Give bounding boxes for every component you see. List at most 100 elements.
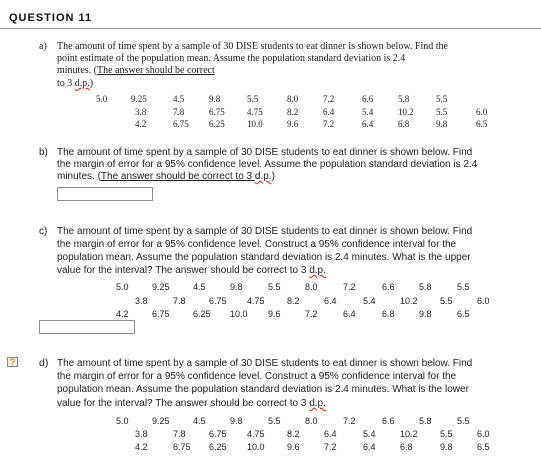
question-header: QUESTION 11 — [9, 12, 93, 24]
part-b-answer-input[interactable] — [57, 187, 153, 201]
part-d-line-1: The amount of time spent by a sample of … — [57, 358, 473, 369]
a-r1-c1: 5.0 — [96, 94, 108, 104]
c-r2-c10: 6.0 — [477, 296, 490, 306]
a-r2-c6: 6.4 — [323, 107, 335, 117]
part-c-answer-input[interactable] — [39, 320, 135, 334]
a-r3-c8: 6.8 — [398, 119, 410, 129]
part-c-line-2: the margin of error for a 95% confidence… — [57, 239, 457, 250]
d-r1-c5: 5.5 — [268, 416, 281, 426]
a-r2-c1: 3.8 — [135, 107, 147, 117]
a-r1-c4: 9.8 — [209, 94, 221, 104]
part-b-line-3: minutes. (The answer should be correct t… — [57, 171, 275, 182]
part-c-label: c) — [39, 226, 48, 237]
d-r1-c2: 9.25 — [152, 416, 170, 426]
a-r2-c7: 5.4 — [362, 107, 374, 117]
part-b-line-1: The amount of time spent by a sample of … — [57, 147, 473, 158]
c-r1-c5: 5.5 — [268, 282, 281, 292]
a-r1-c10: 5.5 — [436, 94, 448, 104]
d-r1-c10: 5.5 — [457, 416, 470, 426]
d-r1-c9: 5.8 — [419, 416, 432, 426]
d-r1-c4: 9.8 — [230, 416, 243, 426]
d-r1-c8: 6.6 — [382, 416, 395, 426]
c-r3-c3: 6.25 — [193, 309, 211, 319]
c-r2-c3: 6.75 — [209, 296, 227, 306]
d-r2-c9: 5.5 — [440, 429, 453, 439]
c-r3-c10: 6.5 — [457, 309, 470, 319]
c-r1-c10: 5.5 — [457, 282, 470, 292]
d-r1-c6: 8.0 — [305, 416, 318, 426]
a-r2-c5: 8.2 — [287, 107, 299, 117]
d-r3-c3: 6.25 — [209, 442, 227, 452]
part-d-label: d) — [39, 357, 49, 369]
c-r1-c9: 5.8 — [419, 282, 432, 292]
c-r1-c8: 6.6 — [382, 282, 395, 292]
part-a-line-2: point estimate of the population mean. A… — [57, 53, 406, 64]
a-r3-c1: 4.2 — [135, 119, 147, 129]
a-r2-c9: 5.5 — [436, 107, 448, 117]
d-r3-c9: 9.8 — [440, 442, 453, 452]
a-r1-c8: 6.6 — [362, 94, 374, 104]
d-r1-c1: 5.0 — [116, 416, 129, 426]
part-a-line-1: The amount of time spent by a sample of … — [57, 41, 448, 52]
part-b-label: b) — [39, 147, 48, 158]
part-c-line-4: value for the interval? The answer shoul… — [57, 265, 326, 276]
header-divider — [0, 28, 541, 29]
a-r3-c4: 10.0 — [247, 119, 263, 129]
d-r2-c5: 8.2 — [287, 429, 300, 439]
c-r3-c4: 10.0 — [230, 309, 248, 319]
question-mark-bubble-icon — [7, 357, 18, 367]
c-r2-c4: 4.75 — [247, 296, 265, 306]
part-c-line-3: population mean. Assume the population s… — [57, 252, 471, 263]
c-r2-c9: 5.5 — [440, 296, 453, 306]
part-a-line-4: to 3 d.p.) — [57, 78, 94, 89]
d-r3-c1: 4.2 — [135, 442, 148, 452]
part-d-line-2: the margin of error for a 95% confidence… — [57, 371, 457, 382]
a-r3-c5: 9.6 — [287, 119, 299, 129]
c-r2-c1: 3.8 — [135, 296, 148, 306]
c-r1-c6: 8.0 — [305, 282, 318, 292]
d-r3-c6: 7.2 — [324, 442, 337, 452]
c-r2-c8: 10.2 — [400, 296, 418, 306]
c-r1-c4: 9.8 — [230, 282, 243, 292]
d-r2-c2: 7.8 — [173, 429, 186, 439]
part-d-line-4: value for the interval? The answer shoul… — [57, 398, 326, 409]
a-r3-c6: 7.2 — [323, 119, 335, 129]
question-mark-icon — [9, 358, 15, 366]
a-r3-c10: 6.5 — [476, 119, 488, 129]
d-r3-c2: 6.75 — [173, 442, 191, 452]
d-r1-c3: 4.5 — [193, 416, 206, 426]
a-r2-c8: 10.2 — [398, 107, 414, 117]
c-r2-c5: 8.2 — [287, 296, 300, 306]
d-r2-c4: 4.75 — [247, 429, 265, 439]
a-r1-c7: 7.2 — [323, 94, 335, 104]
a-r2-c4: 4.75 — [247, 107, 263, 117]
d-r2-c6: 6.4 — [324, 429, 337, 439]
a-r3-c9: 9.8 — [436, 119, 448, 129]
a-r2-c3: 6.75 — [209, 107, 225, 117]
a-r1-c5: 5.5 — [247, 94, 259, 104]
a-r3-c7: 6.4 — [362, 119, 374, 129]
c-r3-c1: 4.2 — [116, 309, 129, 319]
a-r1-c9: 5.8 — [398, 94, 410, 104]
c-r1-c2: 9.25 — [152, 282, 170, 292]
c-r3-c6: 7.2 — [305, 309, 318, 319]
part-a-label: a) — [39, 41, 47, 52]
a-r1-c3: 4.5 — [173, 94, 185, 104]
c-r3-c2: 6.75 — [152, 309, 170, 319]
part-a-line-3: minutes. (The answer should be correct — [57, 65, 215, 76]
part-b-line-2: the margin of error for a 95% confidence… — [57, 159, 478, 170]
a-r3-c2: 6.75 — [173, 119, 189, 129]
a-r3-c3: 6.25 — [209, 119, 225, 129]
d-r2-c3: 6.75 — [209, 429, 227, 439]
a-r2-c2: 7.8 — [173, 107, 185, 117]
a-r2-c10: 6.0 — [476, 107, 488, 117]
d-r2-c10: 6.0 — [477, 429, 490, 439]
c-r3-c8: 6.8 — [382, 309, 395, 319]
c-r3-c9: 9.8 — [419, 309, 432, 319]
d-r2-c7: 5.4 — [363, 429, 376, 439]
c-r1-c1: 5.0 — [116, 282, 129, 292]
c-r3-c5: 9.6 — [268, 309, 281, 319]
d-r2-c8: 10.2 — [400, 429, 418, 439]
c-r2-c6: 6.4 — [324, 296, 337, 306]
d-r3-c5: 9.6 — [287, 442, 300, 452]
